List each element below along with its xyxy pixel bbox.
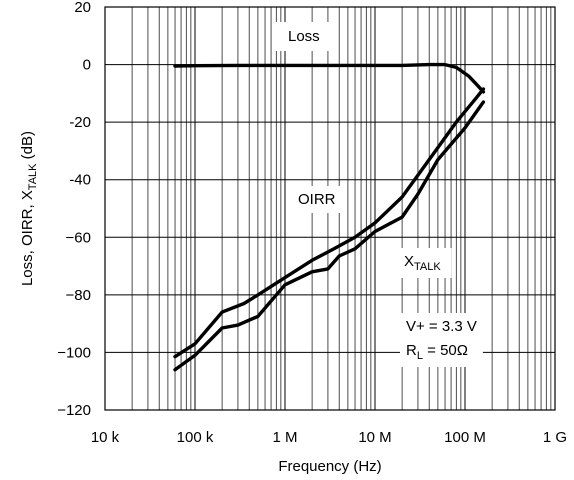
y-tick-label: -40 bbox=[69, 172, 91, 189]
y-axis-title-main: Loss, OIRR, X bbox=[19, 190, 36, 286]
y-tick-label: 20 bbox=[74, 0, 91, 16]
condition-voltage: V+ = 3.3 V bbox=[406, 318, 477, 335]
y-axis-title-unit: (dB) bbox=[19, 131, 36, 164]
x-tick-label: 10 k bbox=[91, 429, 120, 446]
condition-load: RL = 50Ω bbox=[406, 342, 468, 362]
x-tick-label: 1 G bbox=[543, 429, 567, 446]
y-axis-title: Loss, OIRR, XTALK (dB) bbox=[19, 131, 39, 286]
x-axis-title: Frequency (Hz) bbox=[278, 458, 381, 475]
xtalk-label: XTALK bbox=[404, 253, 441, 273]
y-tick-label: −60 bbox=[66, 229, 91, 246]
x-tick-label: 100 M bbox=[444, 429, 486, 446]
y-tick-label: −100 bbox=[57, 344, 91, 361]
y-tick-label: −120 bbox=[57, 402, 91, 419]
conditions-bg bbox=[400, 313, 483, 367]
y-axis-title-sub: TALK bbox=[27, 163, 39, 190]
y-tick-label: -20 bbox=[69, 114, 91, 131]
oirr-label: OIRR bbox=[298, 191, 336, 208]
xtalk-label-bg bbox=[394, 248, 452, 278]
xtalk-label-main: X bbox=[404, 253, 414, 270]
series-line-loss bbox=[173, 62, 486, 94]
x-tick-label: 100 k bbox=[177, 429, 214, 446]
plot-frame bbox=[104, 6, 556, 411]
grid bbox=[104, 6, 555, 411]
condition-load-sub: L bbox=[417, 350, 423, 362]
xtalk-label-sub: TALK bbox=[414, 261, 441, 273]
y-tick-label: 0 bbox=[83, 57, 91, 74]
x-tick-label: 1 M bbox=[272, 429, 297, 446]
loss-label-bg bbox=[274, 22, 334, 51]
x-tick-label: 10 M bbox=[358, 429, 391, 446]
condition-load-value: = 50Ω bbox=[423, 342, 468, 359]
condition-load-main: R bbox=[406, 342, 417, 359]
oirr-label-bg bbox=[288, 186, 346, 213]
series-line-oirr bbox=[173, 87, 486, 359]
loss-label: Loss bbox=[288, 28, 320, 45]
y-tick-label: −80 bbox=[66, 287, 91, 304]
series-line-xtalk bbox=[173, 100, 486, 372]
series-group bbox=[173, 62, 486, 372]
